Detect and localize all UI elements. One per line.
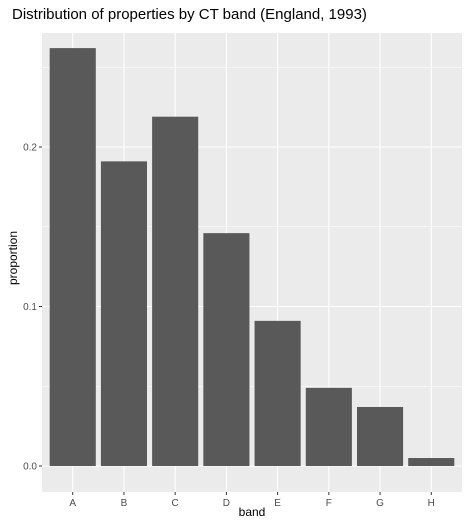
- y-axis-label: proportion: [6, 231, 20, 285]
- y-tick-label: 0.1: [23, 302, 37, 313]
- x-tick-label: E: [274, 498, 281, 509]
- bar-C: [152, 116, 199, 466]
- bar-D: [203, 233, 250, 466]
- x-axis: A B C D E F G H: [69, 492, 435, 509]
- x-tick-label: G: [376, 498, 384, 509]
- bar-H: [408, 458, 455, 466]
- x-tick-label: F: [326, 498, 332, 509]
- y-axis: 0.0 0.1 0.2: [23, 143, 42, 473]
- bar-A: [49, 48, 96, 467]
- y-tick-label: 0.2: [23, 143, 37, 154]
- x-tick-label: C: [172, 498, 179, 509]
- x-tick-label: D: [223, 498, 230, 509]
- chart-title: Distribution of properties by CT band (E…: [12, 6, 367, 23]
- x-tick-label: A: [69, 498, 76, 509]
- bar-B: [100, 161, 147, 467]
- x-tick-label: H: [428, 498, 435, 509]
- x-axis-label: band: [239, 505, 266, 519]
- x-tick-label: B: [121, 498, 128, 509]
- y-tick-label: 0.0: [23, 462, 37, 473]
- bar-G: [357, 406, 404, 466]
- bar-F: [305, 387, 352, 466]
- bars: [49, 48, 455, 467]
- bar-E: [254, 320, 301, 466]
